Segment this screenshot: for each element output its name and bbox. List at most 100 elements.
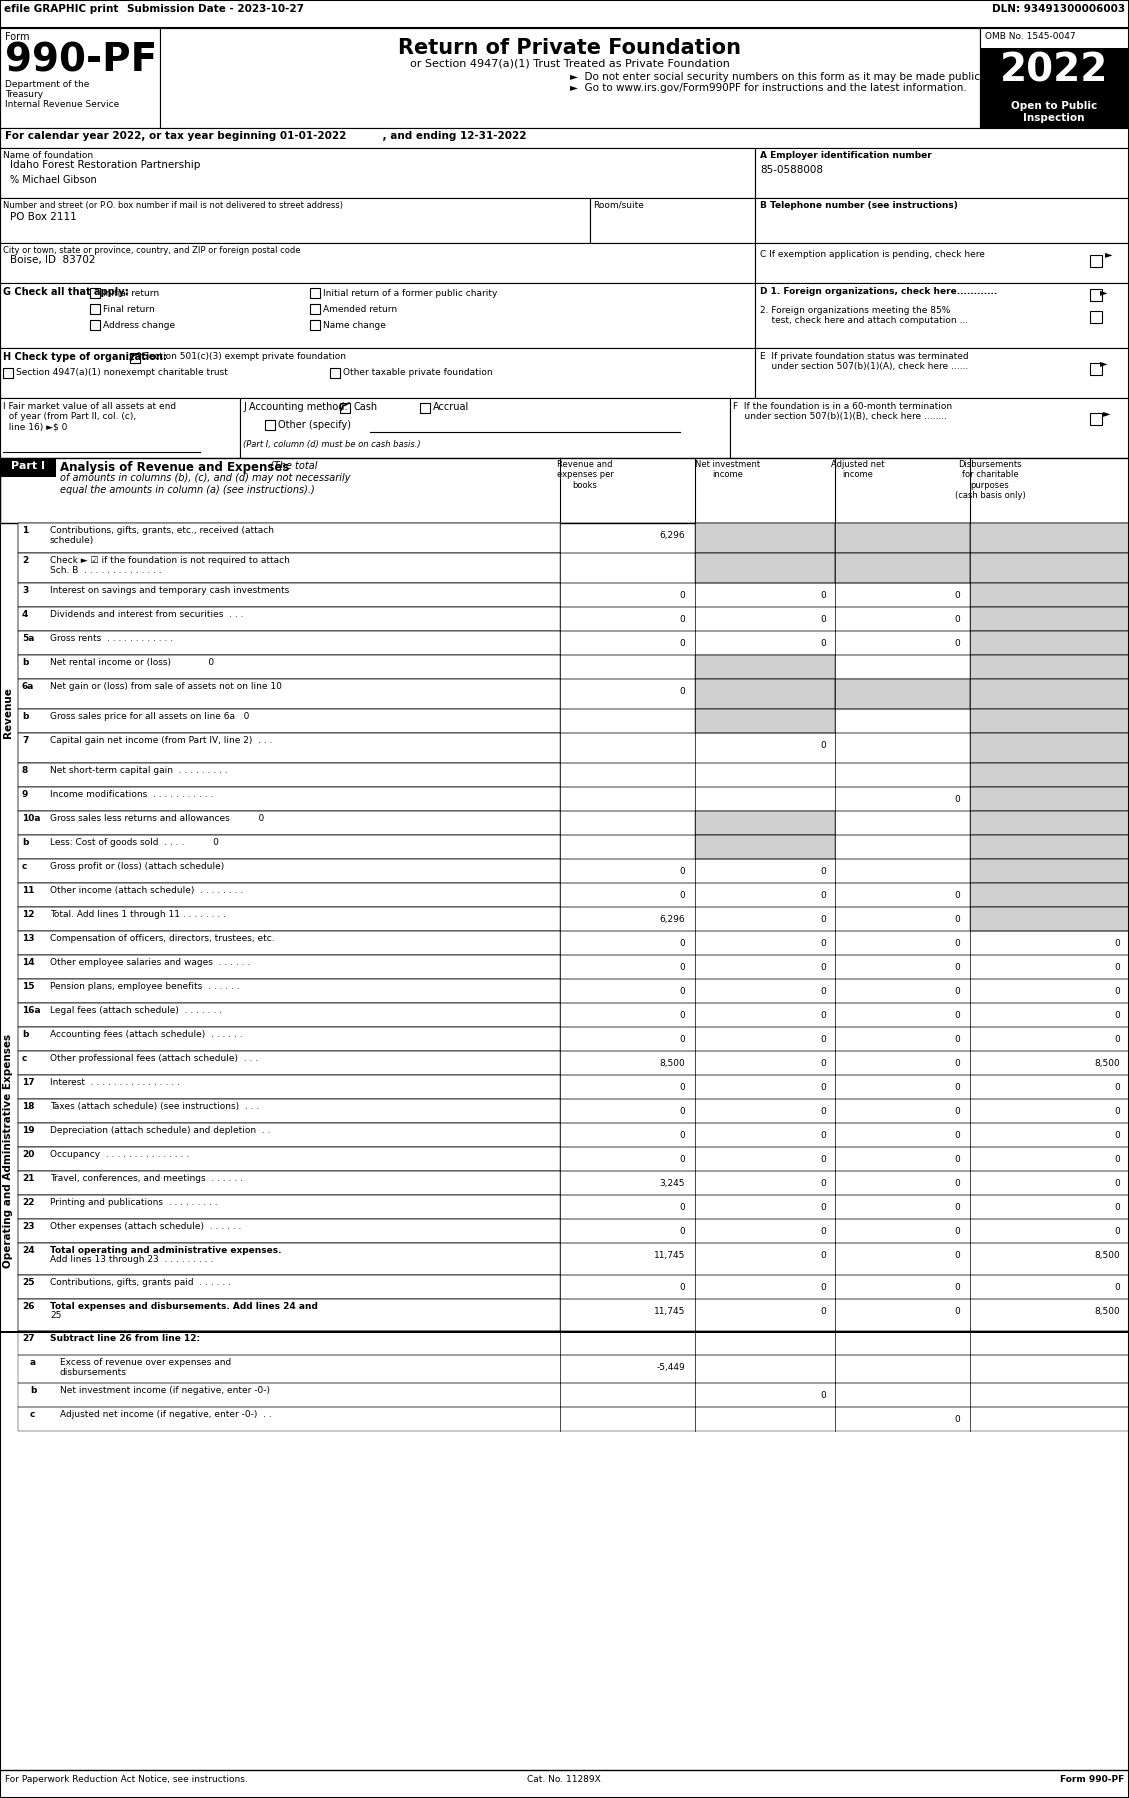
Bar	[18, 1298, 1129, 1331]
Text: Interest  . . . . . . . . . . . . . . . .: Interest . . . . . . . . . . . . . . . .	[50, 1079, 180, 1088]
Text: 0: 0	[680, 892, 685, 901]
Text: 1: 1	[21, 527, 28, 536]
Text: 0: 0	[680, 638, 685, 647]
Text: 0: 0	[821, 1036, 826, 1045]
Text: 0: 0	[821, 592, 826, 601]
Text: Adjusted net income (if negative, enter -0-)  . .: Adjusted net income (if negative, enter …	[60, 1410, 272, 1419]
Text: F  If the foundation is in a 60-month termination
    under section 507(b)(1)(B): F If the foundation is in a 60-month ter…	[733, 403, 952, 421]
Bar	[695, 708, 835, 734]
Text: 0: 0	[821, 939, 826, 948]
Text: 0: 0	[954, 615, 960, 624]
Text: 25: 25	[21, 1278, 35, 1287]
Bar	[835, 554, 970, 583]
Bar	[18, 583, 560, 608]
Text: ►  Do not enter social security numbers on this form as it may be made public.: ► Do not enter social security numbers o…	[570, 72, 983, 83]
Text: 20: 20	[21, 1151, 34, 1160]
Text: 6,296: 6,296	[659, 530, 685, 539]
Text: 0: 0	[1114, 1082, 1120, 1091]
Text: 0: 0	[954, 1036, 960, 1045]
Text: Revenue: Revenue	[3, 687, 14, 739]
Bar	[18, 734, 1129, 762]
Bar	[18, 523, 560, 554]
Text: Compensation of officers, directors, trustees, etc.: Compensation of officers, directors, tru…	[50, 933, 274, 942]
Text: 3: 3	[21, 586, 28, 595]
Text: 0: 0	[954, 638, 960, 647]
Bar	[18, 1242, 560, 1275]
Text: ►  Go to www.irs.gov/Form990PF for instructions and the latest information.: ► Go to www.irs.gov/Form990PF for instru…	[570, 83, 966, 93]
Text: Accounting fees (attach schedule)  . . . . . .: Accounting fees (attach schedule) . . . …	[50, 1030, 243, 1039]
Text: Capital gain net income (from Part IV, line 2)  . . .: Capital gain net income (from Part IV, l…	[50, 735, 272, 744]
Text: 0: 0	[821, 1154, 826, 1163]
Bar	[18, 523, 1129, 554]
Text: 2: 2	[21, 556, 28, 565]
Bar	[18, 762, 560, 788]
Bar	[755, 198, 1129, 243]
Bar	[755, 147, 1129, 198]
Text: 7: 7	[21, 735, 28, 744]
Text: 17: 17	[21, 1079, 35, 1088]
Bar	[1089, 255, 1102, 266]
Text: 0: 0	[954, 1154, 960, 1163]
Text: 0: 0	[1114, 1284, 1120, 1293]
Bar	[18, 631, 1129, 654]
Text: 0: 0	[821, 615, 826, 624]
Text: Net investment income (if negative, enter -0-): Net investment income (if negative, ente…	[60, 1386, 270, 1395]
Bar	[18, 906, 560, 931]
Text: of amounts in columns (b), (c), and (d) may not necessarily: of amounts in columns (b), (c), and (d) …	[60, 473, 350, 484]
Bar	[18, 1196, 560, 1219]
Text: ►: ►	[1100, 358, 1108, 369]
Text: 8: 8	[21, 766, 28, 775]
Bar	[18, 1124, 560, 1147]
Text: 0: 0	[954, 1131, 960, 1140]
Bar	[18, 834, 1129, 859]
Bar	[695, 680, 835, 708]
Bar	[18, 978, 1129, 1003]
Text: a: a	[30, 1357, 36, 1366]
Text: 0: 0	[954, 1415, 960, 1424]
Bar	[970, 734, 1129, 762]
Bar	[18, 788, 560, 811]
Bar	[18, 978, 560, 1003]
Text: Other (specify): Other (specify)	[278, 421, 351, 430]
Text: 2022: 2022	[1000, 52, 1109, 90]
Text: Gross sales price for all assets on line 6a   0: Gross sales price for all assets on line…	[50, 712, 250, 721]
Text: For Paperwork Reduction Act Notice, see instructions.: For Paperwork Reduction Act Notice, see …	[5, 1775, 247, 1784]
Text: A Employer identification number: A Employer identification number	[760, 151, 931, 160]
Text: 8,500: 8,500	[659, 1059, 685, 1068]
Text: Cat. No. 11289X: Cat. No. 11289X	[527, 1775, 601, 1784]
Text: (The total: (The total	[270, 460, 317, 471]
Bar	[18, 583, 1129, 608]
Bar	[18, 1099, 1129, 1124]
Bar	[18, 654, 560, 680]
Text: Contributions, gifts, grants paid  . . . . . .: Contributions, gifts, grants paid . . . …	[50, 1278, 231, 1287]
Bar	[18, 1219, 560, 1242]
Text: b: b	[21, 712, 28, 721]
Text: equal the amounts in column (a) (see instructions).): equal the amounts in column (a) (see ins…	[60, 485, 315, 494]
Bar	[18, 1075, 560, 1099]
Text: 19: 19	[21, 1126, 35, 1135]
Bar	[18, 1003, 1129, 1027]
Bar	[160, 29, 980, 128]
Text: C If exemption application is pending, check here: C If exemption application is pending, c…	[760, 250, 984, 259]
Text: 0: 0	[821, 638, 826, 647]
Bar	[970, 523, 1129, 554]
Bar	[18, 680, 560, 708]
Bar	[18, 1099, 560, 1124]
Text: Check ► ☑ if the foundation is not required to attach
Sch. B  . . . . . . . . . : Check ► ☑ if the foundation is not requi…	[50, 556, 290, 575]
Text: Net gain or (loss) from sale of assets not on line 10: Net gain or (loss) from sale of assets n…	[50, 681, 282, 690]
Text: Form 990-PF: Form 990-PF	[1060, 1775, 1124, 1784]
Bar	[1, 458, 56, 476]
Bar	[18, 1147, 560, 1170]
Bar	[18, 906, 1129, 931]
Text: ►: ►	[1105, 248, 1112, 259]
Text: 11,745: 11,745	[654, 1251, 685, 1260]
Bar	[970, 608, 1129, 631]
Bar	[0, 458, 1129, 523]
Bar	[1089, 289, 1102, 300]
Text: Open to Public
Inspection: Open to Public Inspection	[1010, 101, 1097, 122]
Text: Room/suite: Room/suite	[593, 201, 644, 210]
Bar	[18, 1147, 1129, 1170]
Text: 0: 0	[821, 987, 826, 996]
Text: Net rental income or (loss)             0: Net rental income or (loss) 0	[50, 658, 215, 667]
Text: Idaho Forest Restoration Partnership: Idaho Forest Restoration Partnership	[10, 160, 200, 171]
